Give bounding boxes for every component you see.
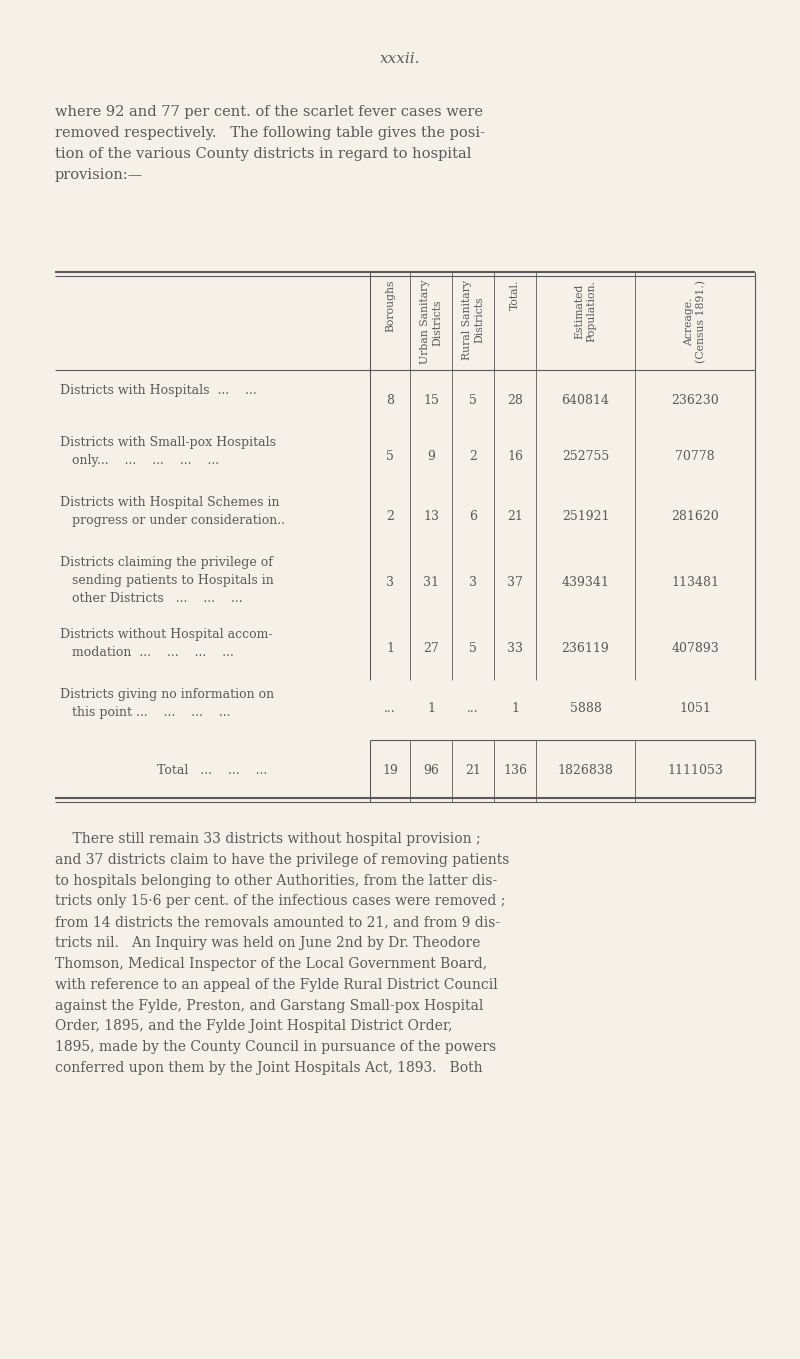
Text: 21: 21 xyxy=(507,510,523,522)
Text: 96: 96 xyxy=(423,764,439,776)
Text: 9: 9 xyxy=(427,450,435,462)
Text: 37: 37 xyxy=(507,575,523,588)
Text: xxxii.: xxxii. xyxy=(380,52,420,67)
Text: Acreage.
(Census 1891.): Acreage. (Census 1891.) xyxy=(684,280,706,363)
Text: ...: ... xyxy=(384,701,396,715)
Text: 19: 19 xyxy=(382,764,398,776)
Text: 5: 5 xyxy=(469,394,477,406)
Text: 251921: 251921 xyxy=(562,510,610,522)
Text: 113481: 113481 xyxy=(671,575,719,588)
Text: 2: 2 xyxy=(469,450,477,462)
Text: 1051: 1051 xyxy=(679,701,711,715)
Text: 31: 31 xyxy=(423,575,439,588)
Text: 33: 33 xyxy=(507,641,523,655)
Text: 15: 15 xyxy=(423,394,439,406)
Text: 8: 8 xyxy=(386,394,394,406)
Text: 1: 1 xyxy=(427,701,435,715)
Text: 640814: 640814 xyxy=(562,394,610,406)
Text: Districts with Hospital Schemes in
   progress or under consideration..: Districts with Hospital Schemes in progr… xyxy=(60,496,285,527)
Text: 1: 1 xyxy=(511,701,519,715)
Text: 5888: 5888 xyxy=(570,701,602,715)
Text: 5: 5 xyxy=(469,641,477,655)
Text: Districts claiming the privilege of
   sending patients to Hospitals in
   other: Districts claiming the privilege of send… xyxy=(60,556,274,605)
Text: 6: 6 xyxy=(469,510,477,522)
Text: Districts with Small-pox Hospitals
   only...    ...    ...    ...    ...: Districts with Small-pox Hospitals only.… xyxy=(60,436,276,467)
Text: 136: 136 xyxy=(503,764,527,776)
Text: Urban Sanitary
Districts: Urban Sanitary Districts xyxy=(420,280,442,364)
Text: Districts giving no information on
   this point ...    ...    ...    ...: Districts giving no information on this … xyxy=(60,688,274,719)
Text: Total.: Total. xyxy=(510,280,520,310)
Text: 13: 13 xyxy=(423,510,439,522)
Text: Rural Sanitary
Districts: Rural Sanitary Districts xyxy=(462,280,484,360)
Text: Total   ...    ...    ...: Total ... ... ... xyxy=(158,764,268,776)
Text: 16: 16 xyxy=(507,450,523,462)
Text: Districts without Hospital accom-
   modation  ...    ...    ...    ...: Districts without Hospital accom- modati… xyxy=(60,628,273,659)
Text: 3: 3 xyxy=(469,575,477,588)
Text: Districts with Hospitals  ...    ...: Districts with Hospitals ... ... xyxy=(60,385,257,397)
Text: 28: 28 xyxy=(507,394,523,406)
Text: 27: 27 xyxy=(423,641,439,655)
Text: 236230: 236230 xyxy=(671,394,719,406)
Text: 281620: 281620 xyxy=(671,510,719,522)
Text: 21: 21 xyxy=(465,764,481,776)
Text: 407893: 407893 xyxy=(671,641,719,655)
Text: ...: ... xyxy=(467,701,479,715)
Text: 1111053: 1111053 xyxy=(667,764,723,776)
Text: 236119: 236119 xyxy=(562,641,610,655)
Text: 3: 3 xyxy=(386,575,394,588)
Text: Estimated
Population.: Estimated Population. xyxy=(574,280,597,342)
Text: 439341: 439341 xyxy=(562,575,610,588)
Text: Boroughs: Boroughs xyxy=(385,280,395,333)
Text: 252755: 252755 xyxy=(562,450,609,462)
Text: 70778: 70778 xyxy=(675,450,715,462)
Text: 1: 1 xyxy=(386,641,394,655)
Text: 1826838: 1826838 xyxy=(558,764,614,776)
Text: 5: 5 xyxy=(386,450,394,462)
Text: There still remain 33 districts without hospital provision ;
and 37 districts cl: There still remain 33 districts without … xyxy=(55,832,510,1075)
Text: 2: 2 xyxy=(386,510,394,522)
Text: where 92 and 77 per cent. of the scarlet fever cases were
removed respectively. : where 92 and 77 per cent. of the scarlet… xyxy=(55,105,485,182)
